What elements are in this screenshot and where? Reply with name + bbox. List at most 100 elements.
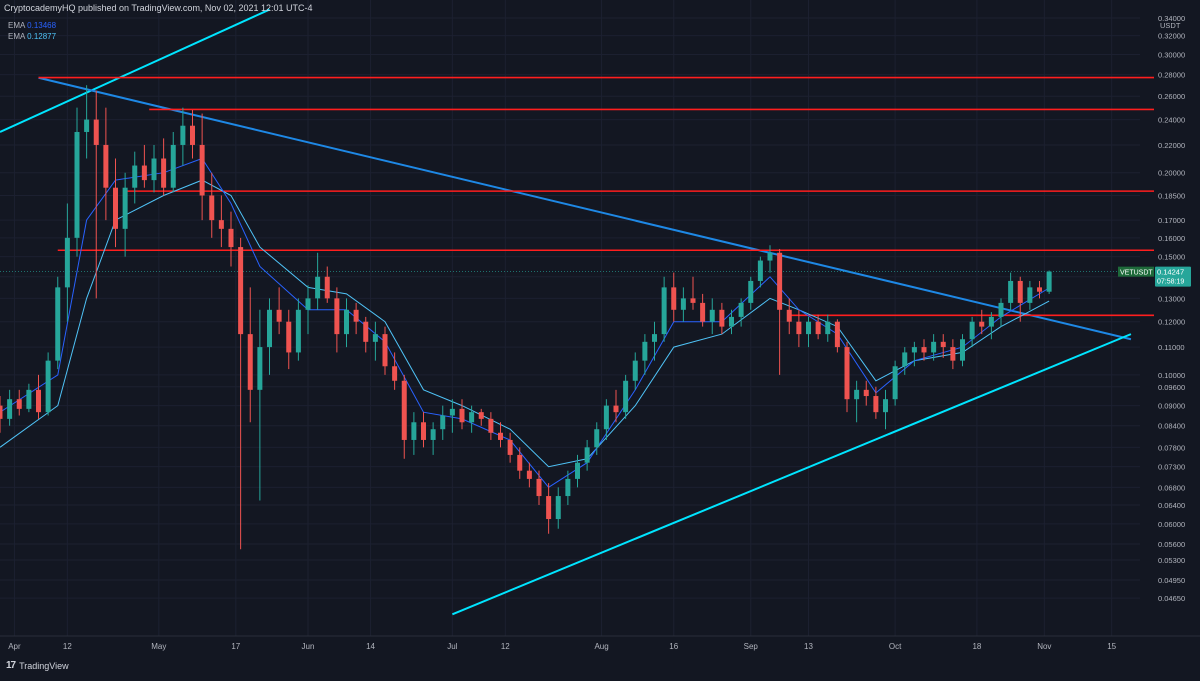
y-tick-label: 0.20000	[1158, 169, 1185, 178]
candle-body	[969, 321, 975, 340]
trendline-descending-trendline	[38, 76, 1132, 341]
y-tick-label: 0.17000	[1158, 216, 1185, 225]
y-tick-label: 0.32000	[1158, 32, 1185, 41]
x-tick-label: Nov	[1037, 642, 1051, 651]
legend-ema-slow[interactable]: EMA 0.12877	[8, 31, 56, 42]
candle-body	[276, 309, 282, 322]
candle-body	[950, 347, 956, 361]
x-tick-label: Jun	[302, 642, 315, 651]
y-axis-currency: USDT	[1160, 21, 1181, 30]
candle-body	[911, 347, 917, 353]
candle-body	[603, 405, 609, 430]
candle-body	[700, 302, 706, 322]
candle-body	[815, 321, 821, 335]
brand-label: TradingView	[19, 660, 69, 671]
candle-body	[26, 389, 32, 409]
candle-body	[555, 496, 561, 520]
candle-body	[469, 412, 475, 423]
candle-body	[729, 316, 734, 327]
candle-body	[748, 280, 754, 303]
candle-body	[786, 309, 792, 322]
candle-body	[113, 187, 118, 229]
legend-ema-fast[interactable]: EMA 0.13468	[8, 20, 56, 31]
y-tick-label: 0.11000	[1158, 343, 1185, 352]
candle-body	[257, 347, 263, 390]
tradingview-logo-icon: 17	[6, 660, 16, 671]
candle-body	[353, 309, 359, 322]
candle-body	[411, 422, 417, 440]
candle-body	[507, 439, 513, 455]
candle-body	[998, 302, 1004, 317]
candle-body	[834, 321, 840, 348]
x-tick-label: 16	[669, 642, 678, 651]
candle-body	[218, 220, 224, 229]
candle-body	[267, 309, 272, 348]
candle-body	[594, 429, 600, 448]
y-tick-label: 0.28000	[1158, 71, 1185, 80]
candle-body	[632, 360, 638, 381]
candle-body	[536, 478, 542, 497]
candle-body	[401, 380, 407, 440]
candle-body	[892, 366, 898, 400]
symbol-label: VETUSDT	[1120, 270, 1153, 277]
candle-body	[565, 478, 571, 497]
candle-body	[190, 125, 195, 145]
candle-body	[93, 119, 99, 145]
legend-ema-fast-value: 0.13468	[27, 21, 57, 30]
y-tick-label: 0.07800	[1158, 443, 1185, 452]
candle-body	[1027, 287, 1033, 303]
y-tick-label: 0.06000	[1158, 520, 1185, 529]
x-tick-label: 15	[1107, 642, 1116, 651]
candle-body	[796, 321, 802, 335]
x-tick-label: 12	[63, 642, 72, 651]
y-tick-label: 0.16000	[1158, 234, 1185, 243]
candle-body	[680, 298, 686, 310]
candle-body	[286, 321, 292, 353]
legend-ema-fast-name: EMA	[8, 21, 25, 30]
candle-body	[642, 341, 648, 361]
legend-ema-slow-name: EMA	[8, 32, 25, 41]
candle-body	[719, 309, 725, 327]
candle-body	[363, 321, 369, 342]
symbol-badge	[1118, 266, 1154, 277]
last-price-label: 0.14247	[1157, 268, 1184, 277]
candle-body	[421, 422, 426, 440]
candle-body	[844, 347, 850, 400]
candle-body	[228, 228, 234, 248]
y-tick-label: 0.12000	[1158, 318, 1185, 327]
candle-body	[652, 334, 657, 342]
candle-body	[767, 252, 773, 261]
candle-body	[449, 408, 455, 416]
y-tick-label: 0.24000	[1158, 116, 1185, 125]
candle-body	[334, 298, 340, 335]
candle-body	[305, 298, 311, 310]
candle-body	[777, 252, 783, 310]
y-tick-label: 0.18500	[1158, 191, 1185, 200]
y-tick-label: 0.04950	[1158, 576, 1185, 585]
x-tick-label: 18	[972, 642, 981, 651]
ema-fast-line	[0, 157, 1050, 488]
price-axis-pane	[1154, 0, 1200, 636]
x-tick-label: Sep	[744, 642, 759, 651]
y-tick-label: 0.22000	[1158, 141, 1185, 150]
candle-body	[575, 462, 580, 479]
candle-body	[806, 321, 811, 335]
candle-body	[526, 470, 532, 479]
x-tick-label: Aug	[594, 642, 608, 651]
candle-body	[690, 298, 696, 303]
y-tick-label: 0.09600	[1158, 383, 1185, 392]
candle-body	[344, 309, 349, 335]
y-tick-label: 0.10000	[1158, 371, 1185, 380]
candle-body	[151, 158, 157, 181]
countdown-label: 07:58:19	[1157, 279, 1184, 286]
last-price-badge	[1155, 266, 1191, 287]
candle-body	[873, 396, 879, 413]
candle-body	[170, 144, 176, 188]
tradingview-brand[interactable]: 17 TradingView	[6, 660, 69, 671]
y-tick-label: 0.13000	[1158, 294, 1185, 303]
candle-body	[36, 389, 41, 413]
candle-body	[247, 334, 253, 390]
candle-body	[238, 247, 244, 335]
